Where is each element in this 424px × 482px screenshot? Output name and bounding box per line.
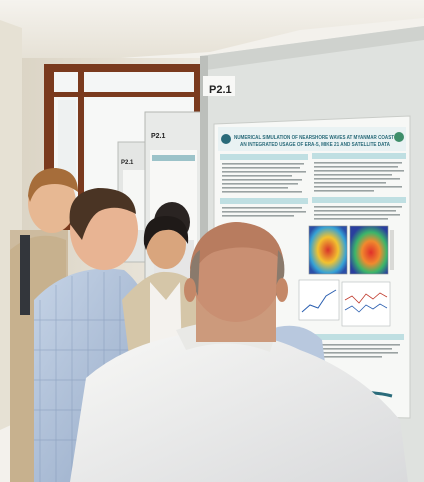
- wave-height-map-2: [349, 225, 389, 275]
- person-foreground-bald-man: [70, 222, 408, 482]
- poster-body-text: [222, 162, 404, 220]
- institution-logo-left: [221, 134, 231, 144]
- board-label-main: P2.1: [209, 84, 232, 96]
- section-header-conclusion: [310, 334, 404, 340]
- institution-logo-right: [394, 132, 404, 142]
- ceiling: [0, 0, 424, 62]
- conclusion-text: [312, 344, 400, 358]
- section-header-study-area: [220, 198, 308, 204]
- board-label-back: P2.1: [121, 160, 134, 166]
- poster-title-line1: NUMERICAL SIMULATION OF NEARSHORE WAVES …: [234, 135, 394, 141]
- time-series-charts: [298, 279, 391, 327]
- colorbar: [390, 230, 394, 270]
- wave-height-map-1: [308, 225, 348, 275]
- section-header-results: [312, 197, 406, 203]
- board-label-middle: P2.1: [151, 133, 166, 140]
- poster-title-line2: AN INTEGRATED USAGE OF ERA-5, MIKE 21 AN…: [240, 142, 390, 148]
- section-header-simulation: [312, 153, 406, 159]
- section-header-introduction: [220, 154, 308, 160]
